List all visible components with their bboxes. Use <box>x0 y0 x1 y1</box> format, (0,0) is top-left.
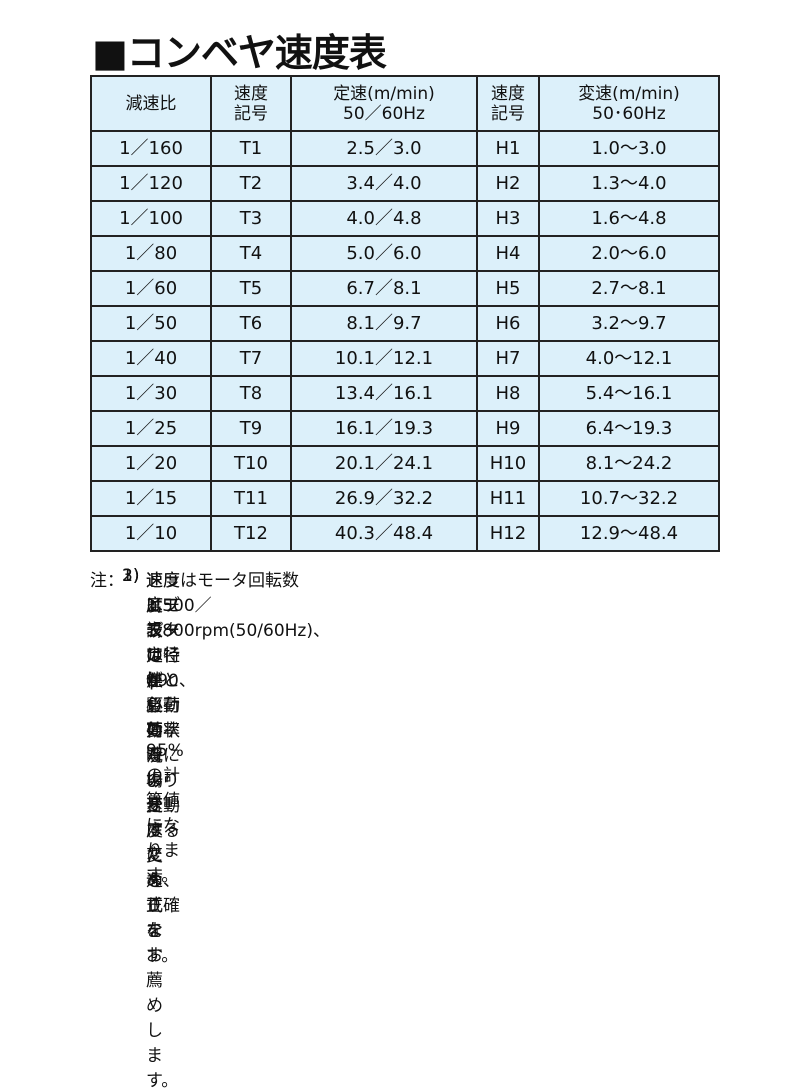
note-label: 注： <box>90 571 124 591</box>
table-cell: H7 <box>476 340 540 377</box>
table-cell: 2.5／3.0 <box>290 130 478 167</box>
table-row: 1／40 T7 10.1／12.1 H7 4.0～12.1 <box>90 340 720 377</box>
table-cell: T7 <box>210 340 292 377</box>
header-cell: 速度 記号 <box>210 75 292 132</box>
table-cell: H2 <box>476 165 540 202</box>
table-cell: 5.4～16.1 <box>538 375 720 412</box>
table-row: 1／15 T11 26.9／32.2 H11 10.7～32.2 <box>90 480 720 517</box>
table-cell: 1／25 <box>90 410 212 447</box>
header-line: 50／60Hz <box>343 103 425 124</box>
table-row: 1／120 T2 3.4／4.0 H2 1.3～4.0 <box>90 165 720 202</box>
table-cell: 2.7～8.1 <box>538 270 720 307</box>
table-cell: T10 <box>210 445 292 482</box>
table-cell: H9 <box>476 410 540 447</box>
table-cell: H5 <box>476 270 540 307</box>
table-cell: 1／60 <box>90 270 212 307</box>
speed-table: 減速比 速度 記号 定速(m/min) 50／60Hz 速度 記号 変速(m/min) 50･6… <box>90 75 720 552</box>
table-cell: 3.4／4.0 <box>290 165 478 202</box>
table-cell: 1／100 <box>90 200 212 237</box>
table-cell: T9 <box>210 410 292 447</box>
note-number: 3) <box>122 566 140 586</box>
table-cell: 5.0／6.0 <box>290 235 478 272</box>
note-text: 速度はモータ回転数1,500／1,800rpm(50/60Hz)、 <box>146 571 330 641</box>
table-cell: 1／80 <box>90 235 212 272</box>
header-line: 変速(m/min) <box>578 83 680 104</box>
header-cell: 速度 記号 <box>476 75 540 132</box>
table-cell: 1.3～4.0 <box>538 165 720 202</box>
table-cell: 16.1／19.3 <box>290 410 478 447</box>
note-text: 速度表は無負荷時の速度になります。 <box>146 571 179 966</box>
table-cell: 8.1／9.7 <box>290 305 478 342</box>
table-row: 1／10 T12 40.3／48.4 H12 12.9～48.4 <box>90 515 720 552</box>
table-cell: 1／30 <box>90 375 212 412</box>
table-cell: H6 <box>476 305 540 342</box>
table-cell: 8.1～24.2 <box>538 445 720 482</box>
title: ■コンベヤ速度表 <box>92 31 387 75</box>
table-cell: 1／10 <box>90 515 212 552</box>
table-cell: T1 <box>210 130 292 167</box>
header-line: 定速(m/min) <box>333 83 435 104</box>
table-row: 1／25 T9 16.1／19.3 H9 6.4～19.3 <box>90 410 720 447</box>
table-cell: 4.0／4.8 <box>290 200 478 237</box>
table-cell: 26.9／32.2 <box>290 480 478 517</box>
table-cell: H10 <box>476 445 540 482</box>
table-row: 1／100 T3 4.0／4.8 H3 1.6～4.8 <box>90 200 720 237</box>
table-cell: T12 <box>210 515 292 552</box>
table-cell: H11 <box>476 480 540 517</box>
table-cell: T11 <box>210 480 292 517</box>
table-cell: T6 <box>210 305 292 342</box>
table-cell: 2.0～6.0 <box>538 235 720 272</box>
table-cell: 1／15 <box>90 480 212 517</box>
table-cell: 13.4／16.1 <box>290 375 478 412</box>
table-cell: 1／40 <box>90 340 212 377</box>
table-cell: H4 <box>476 235 540 272</box>
table-cell: T8 <box>210 375 292 412</box>
table-row: 1／60 T5 6.7／8.1 H5 2.7～8.1 <box>90 270 720 307</box>
note-number: 2) <box>122 566 140 586</box>
table-cell: 6.7／8.1 <box>290 270 478 307</box>
header-cell: 減速比 <box>90 75 212 132</box>
table-row: 1／80 T4 5.0／6.0 H4 2.0～6.0 <box>90 235 720 272</box>
table-cell: H1 <box>476 130 540 167</box>
header-cell: 変速(m/min) 50･60Hz <box>538 75 720 132</box>
table-cell: 10.7～32.2 <box>538 480 720 517</box>
table-cell: 10.1／12.1 <box>290 340 478 377</box>
table-cell: H12 <box>476 515 540 552</box>
table-cell: 20.1／24.1 <box>290 445 478 482</box>
header-cell: 定速(m/min) 50／60Hz <box>290 75 478 132</box>
header-line: 記号 <box>491 103 525 124</box>
table-cell: H8 <box>476 375 540 412</box>
table-cell: H3 <box>476 200 540 237</box>
table-row: 1／160 T1 2.5／3.0 H1 1.0～3.0 <box>90 130 720 167</box>
table-cell: T3 <box>210 200 292 237</box>
header-line: 減速比 <box>125 93 177 114</box>
table-cell: 1.6～4.8 <box>538 200 720 237</box>
table-row: 1／50 T6 8.1／9.7 H6 3.2～9.7 <box>90 305 720 342</box>
header-line: 速度 <box>234 83 268 104</box>
table-cell: 1／20 <box>90 445 212 482</box>
table-row: 1／30 T8 13.4／16.1 H8 5.4～16.1 <box>90 375 720 412</box>
header-line: 速度 <box>491 83 525 104</box>
table-body: 1／160 T1 2.5／3.0 H1 1.0～3.0 1／120 T2 3.4／4.0 H2 1… <box>90 130 720 552</box>
table-cell: 12.9～48.4 <box>538 515 720 552</box>
table-cell: T5 <box>210 270 292 307</box>
table-cell: 40.3／48.4 <box>290 515 478 552</box>
header-row: 減速比 速度 記号 定速(m/min) 50／60Hz 速度 記号 変速(m/min) 50･6… <box>90 75 720 132</box>
table-cell: 1／160 <box>90 130 212 167</box>
table-cell: 6.4～19.3 <box>538 410 720 447</box>
note-number: 1) <box>122 566 140 586</box>
table-cell: T4 <box>210 235 292 272</box>
table-cell: 3.2～9.7 <box>538 305 720 342</box>
page: ■コンベヤ速度表 減速比 速度 記号 定速(m/min) 50／60Hz 速度 記号 変速(m… <box>90 31 720 1091</box>
table-cell: 1.0～3.0 <box>538 130 720 167</box>
table-cell: 1／120 <box>90 165 212 202</box>
table-row: 1／20 T10 20.1／24.1 H10 8.1～24.2 <box>90 445 720 482</box>
header-line: 記号 <box>234 103 268 124</box>
table-cell: T2 <box>210 165 292 202</box>
table-cell: 1／50 <box>90 305 212 342</box>
table-cell: 4.0～12.1 <box>538 340 720 377</box>
header-line: 50･60Hz <box>592 103 666 124</box>
